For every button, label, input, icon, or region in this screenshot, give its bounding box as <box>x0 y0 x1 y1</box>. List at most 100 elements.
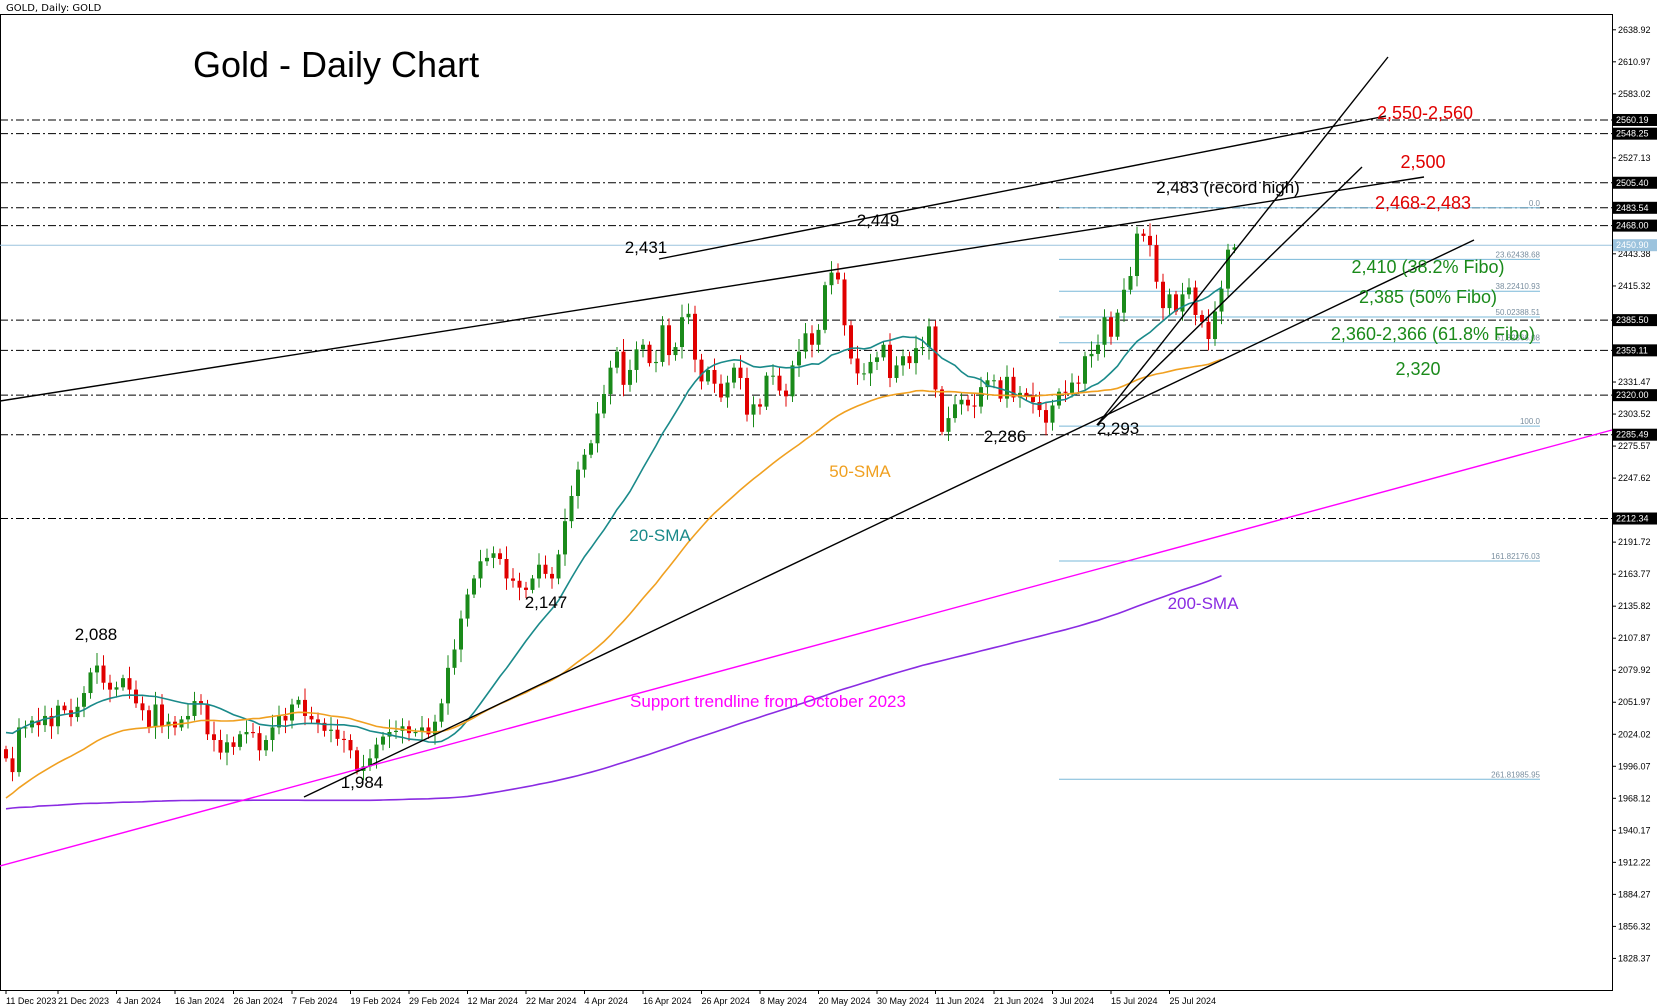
candle-body <box>628 369 632 385</box>
candle-body <box>894 365 899 378</box>
swing-point-label: 2,088 <box>75 625 118 644</box>
fibo-level-label: 61.82366.08 <box>1496 334 1541 343</box>
candle-body <box>797 351 801 366</box>
candle-body <box>647 344 652 364</box>
candle-body <box>517 580 522 588</box>
candle-body <box>530 578 535 590</box>
fibo-level-label: 50.02388.51 <box>1496 308 1541 317</box>
y-tick-label: 1912.22 <box>1618 857 1651 867</box>
x-tick-label: 4 Jan 2024 <box>117 996 162 1006</box>
candle-body <box>153 704 158 728</box>
price-level-box-label: 2320.00 <box>1616 390 1649 400</box>
candle-body <box>680 317 684 348</box>
candle-body <box>803 333 808 352</box>
price-level-box-label: 2548.25 <box>1616 129 1649 139</box>
annotation-label: 20-SMA <box>629 526 691 545</box>
candle-body <box>1057 391 1061 406</box>
candle-body <box>959 399 964 405</box>
x-tick-label: 26 Jan 2024 <box>234 996 284 1006</box>
candle-body <box>829 272 834 286</box>
candle-body <box>1050 405 1055 423</box>
upper-resistance-trendline <box>658 115 1387 260</box>
support-label: 2,320 <box>1395 359 1440 379</box>
candle-body <box>673 347 678 356</box>
candle-body <box>842 279 847 326</box>
candle-body <box>186 715 190 720</box>
candle-body <box>1031 395 1035 403</box>
price-level-box <box>1613 219 1657 232</box>
resistance-label: 2,550-2,560 <box>1377 103 1473 123</box>
support-trendline <box>303 239 1475 798</box>
candle-body <box>862 373 866 375</box>
candle-body <box>231 742 236 747</box>
price-level-box <box>1613 344 1657 357</box>
y-tick-label: 2415.32 <box>1618 281 1651 291</box>
candle-body <box>1180 294 1185 312</box>
candle-body <box>1226 249 1230 289</box>
candle-body <box>192 701 197 716</box>
candle-body <box>875 357 879 362</box>
price-level-box-label: 2468.00 <box>1616 221 1649 231</box>
price-level-box-label: 2560.19 <box>1616 115 1649 125</box>
candle-body <box>504 558 509 579</box>
candle-body <box>374 744 379 759</box>
price-level-box <box>1613 201 1657 214</box>
candle-body <box>699 359 704 382</box>
candle-body <box>95 665 99 673</box>
candle-body <box>270 727 275 741</box>
candle-body <box>550 573 554 579</box>
support-label: 2,410 (38.2% Fibo) <box>1351 257 1504 277</box>
candle-body <box>771 375 775 377</box>
candle-body <box>1005 376 1009 399</box>
y-tick-label: 1828.37 <box>1618 953 1651 963</box>
candle-body <box>667 325 671 356</box>
x-tick-label: 19 Feb 2024 <box>351 996 402 1006</box>
x-tick-label: 21 Jun 2024 <box>994 996 1044 1006</box>
candle-body <box>296 699 301 705</box>
upper-channel-trendline <box>0 176 1425 402</box>
fibo-level-label: 38.22410.93 <box>1496 282 1541 291</box>
candle-body <box>23 727 28 729</box>
candle-body <box>303 699 307 716</box>
candle-body <box>1154 245 1159 282</box>
x-tick-label: 4 Apr 2024 <box>585 996 629 1006</box>
y-tick-label: 2191.72 <box>1618 537 1651 547</box>
x-tick-label: 29 Feb 2024 <box>409 996 460 1006</box>
rising-channel-lower-line <box>1096 166 1363 426</box>
candle-body <box>654 361 658 364</box>
x-tick-label: 16 Jan 2024 <box>175 996 225 1006</box>
candle-body <box>563 521 567 555</box>
candle-body <box>881 344 886 358</box>
price-level-box-label: 2359.11 <box>1616 345 1648 355</box>
y-tick-label: 2135.82 <box>1618 601 1651 611</box>
support-trendline-october-2023 <box>0 429 1613 867</box>
y-tick-label: 1996.07 <box>1618 761 1651 771</box>
candle-body <box>426 727 431 735</box>
candle-body <box>836 272 840 280</box>
candle-body <box>1206 321 1211 340</box>
20-sma-line <box>5 286 1222 744</box>
candle-body <box>381 736 385 745</box>
candle-body <box>901 356 905 366</box>
candle-body <box>953 404 957 419</box>
candle-body <box>868 361 873 374</box>
candle-body <box>108 682 112 690</box>
candle-body <box>537 564 541 579</box>
candle-body <box>452 649 457 668</box>
candle-body <box>1044 410 1048 423</box>
candle-body <box>355 750 359 771</box>
y-tick-label: 2024.02 <box>1618 729 1651 739</box>
candle-body <box>524 587 528 590</box>
candle-body <box>556 554 561 579</box>
candle-body <box>114 687 119 690</box>
swing-point-label: 1,984 <box>341 773 384 792</box>
candle-body <box>342 738 346 741</box>
candle-body <box>745 377 749 415</box>
candle-body <box>335 729 340 739</box>
price-level-box-label: 2505.40 <box>1616 178 1649 188</box>
candle-body <box>17 727 21 773</box>
candle-body <box>725 382 730 398</box>
y-tick-label: 2247.62 <box>1618 473 1651 483</box>
candle-body <box>816 329 821 345</box>
